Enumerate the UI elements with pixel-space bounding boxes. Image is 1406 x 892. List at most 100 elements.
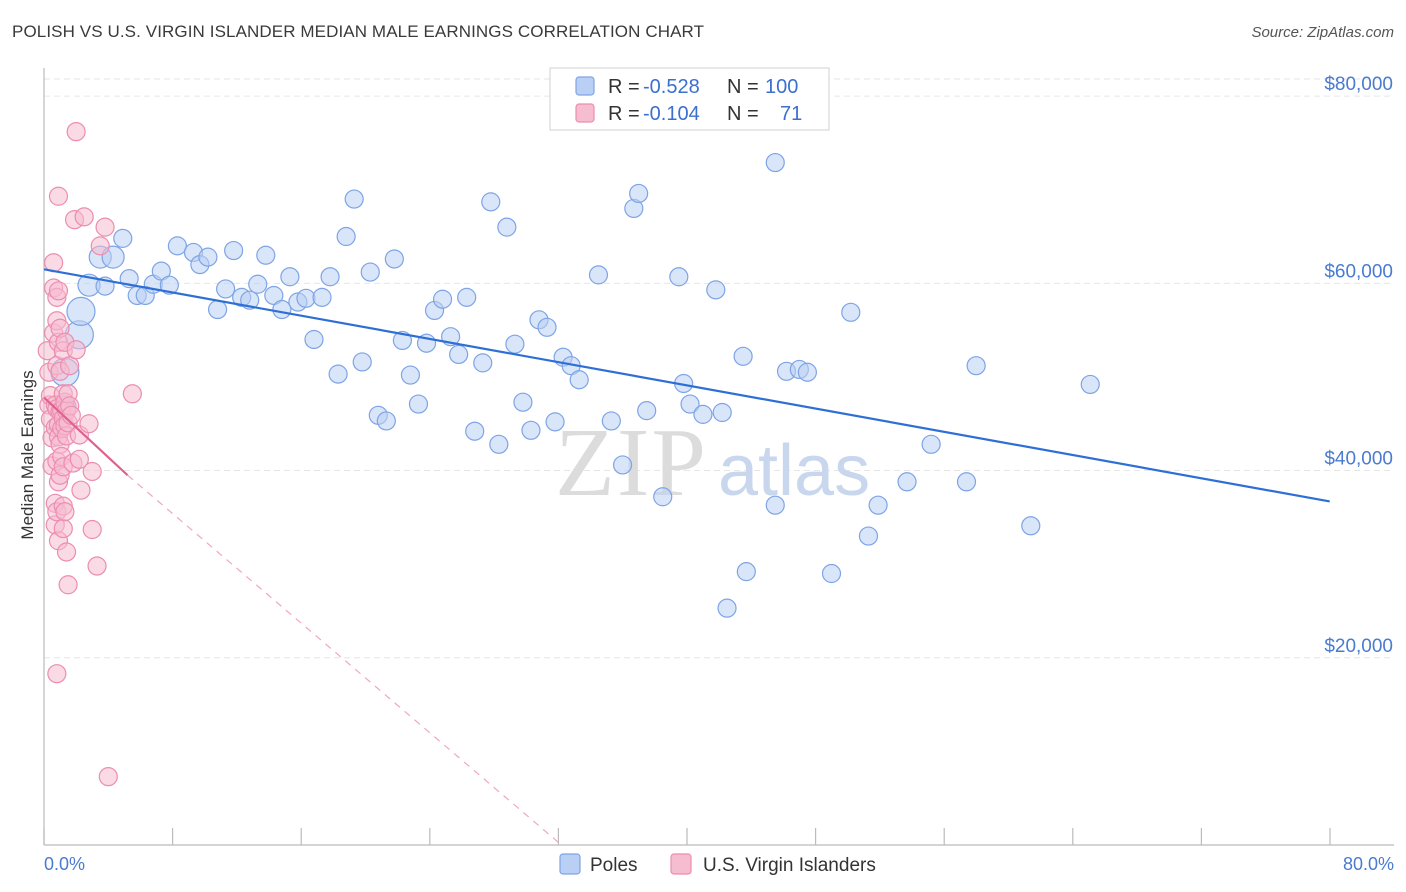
virgin-islanders-point-63 xyxy=(79,414,99,434)
poles-point-42 xyxy=(392,330,412,351)
poles-point-67 xyxy=(612,455,633,475)
poles-point-88 xyxy=(858,526,879,546)
poles-point-36 xyxy=(344,189,364,209)
poles-point-24 xyxy=(248,274,268,294)
virgin-islanders-point-52 xyxy=(60,356,80,376)
poles-point-32 xyxy=(312,287,332,307)
chart-source: Source: ZipAtlas.com xyxy=(1251,24,1394,41)
legend-r-value-virgin-islanders: -0.104 xyxy=(643,103,700,125)
virgin-islanders-point-61 xyxy=(71,480,91,500)
poles-point-52 xyxy=(473,353,493,373)
virgin-islanders-point-21 xyxy=(48,186,69,206)
chart-title: POLISH VS U.S. VIRGIN ISLANDER MEDIAN MA… xyxy=(12,22,705,41)
virgin-islanders-point-58 xyxy=(66,122,86,142)
correlation-legend: R = -0.528 N = 100 R = -0.104 N = 71 xyxy=(549,67,830,131)
legend-n-value-poles: 100 xyxy=(765,76,798,98)
poles-point-54 xyxy=(489,434,509,454)
bottom-legend-label-virgin-islanders: U.S. Virgin Islanders xyxy=(703,855,876,876)
poles-point-27 xyxy=(272,299,292,320)
poles-point-49 xyxy=(449,344,469,365)
virgin-islanders-point-65 xyxy=(87,556,107,576)
legend-n-label-1: N = xyxy=(727,76,759,98)
poles-point-51 xyxy=(465,421,485,441)
poles-point-15 xyxy=(167,236,187,256)
trend-lines xyxy=(43,268,1330,846)
x-tick-label-left: 0.0% xyxy=(44,854,85,874)
poles-point-38 xyxy=(360,262,380,282)
poles-point-87 xyxy=(841,302,861,322)
poles-point-93 xyxy=(966,356,986,376)
virgin-islanders-points xyxy=(37,122,142,787)
poles-point-64 xyxy=(569,370,589,390)
poles-point-65 xyxy=(588,265,609,285)
poles-points xyxy=(50,152,1100,618)
virgin-islanders-point-51 xyxy=(58,575,78,595)
y-tick-label-2: $60,000 xyxy=(1324,261,1393,282)
poles-point-61 xyxy=(545,412,565,432)
poles-trend-line xyxy=(43,268,1330,503)
poles-point-28 xyxy=(280,267,300,287)
poles-point-40 xyxy=(376,411,396,431)
legend-n-value-virgin-islanders: 71 xyxy=(780,103,802,125)
poles-point-74 xyxy=(680,394,700,414)
poles-point-81 xyxy=(765,495,785,515)
legend-swatch-poles xyxy=(575,76,595,96)
poles-point-82 xyxy=(765,152,785,173)
legend-r-label-2: R = xyxy=(608,103,640,125)
poles-point-86 xyxy=(821,563,842,584)
poles-point-41 xyxy=(384,249,404,269)
poles-point-90 xyxy=(897,472,917,492)
poles-point-44 xyxy=(408,394,429,414)
poles-point-33 xyxy=(320,267,340,287)
bottom-legend-label-poles: Poles xyxy=(590,855,638,876)
legend-r-label-1: R = xyxy=(608,76,640,98)
poles-point-37 xyxy=(352,352,372,372)
poles-point-71 xyxy=(653,487,673,507)
poles-point-69 xyxy=(629,183,649,204)
poles-point-57 xyxy=(513,392,533,412)
virgin-islanders-point-66 xyxy=(90,236,110,256)
poles-point-95 xyxy=(1080,374,1100,395)
y-tick-label-1: $40,000 xyxy=(1324,449,1393,470)
poles-point-80 xyxy=(736,562,756,582)
poles-point-21 xyxy=(224,240,244,261)
virgin-islanders-point-67 xyxy=(95,217,115,237)
watermark-atlas: atlas xyxy=(718,431,870,511)
virgin-islanders-point-64 xyxy=(82,461,102,482)
virgin-islanders-point-70 xyxy=(122,384,142,404)
poles-point-85 xyxy=(797,362,817,382)
virgin-islanders-point-60 xyxy=(69,449,89,469)
poles-point-50 xyxy=(457,287,477,307)
poles-point-30 xyxy=(296,288,316,308)
x-tick-label-right: 80.0% xyxy=(1343,854,1394,874)
poles-point-92 xyxy=(956,472,977,492)
poles-point-25 xyxy=(256,245,276,265)
virgin-islanders-point-41 xyxy=(53,518,73,539)
poles-point-89 xyxy=(868,495,888,515)
virgin-islanders-point-57 xyxy=(66,340,86,360)
poles-point-19 xyxy=(207,299,228,320)
poles-point-8 xyxy=(113,228,133,248)
legend-swatch-virgin-islanders xyxy=(575,103,595,123)
bottom-legend-swatch-virgin-islanders xyxy=(670,853,692,875)
virgin-islanders-point-22 xyxy=(48,281,69,301)
virgin-islanders-trend-line xyxy=(43,396,129,477)
virgin-islanders-point-48 xyxy=(56,542,77,562)
bottom-legend-swatch-poles xyxy=(559,853,581,875)
y-tick-label-0: $20,000 xyxy=(1324,636,1393,657)
poles-point-75 xyxy=(693,404,713,424)
x-axis-ticks xyxy=(43,828,1331,845)
virgin-islanders-point-20 xyxy=(47,664,67,684)
poles-point-79 xyxy=(733,346,753,366)
virgin-islanders-point-68 xyxy=(82,519,102,540)
poles-point-56 xyxy=(505,334,525,354)
poles-point-76 xyxy=(706,280,726,300)
poles-point-47 xyxy=(432,289,453,309)
poles-point-20 xyxy=(216,279,236,299)
poles-point-18 xyxy=(198,247,218,267)
poles-point-70 xyxy=(637,401,657,421)
virgin-islanders-point-62 xyxy=(74,207,94,227)
poles-point-35 xyxy=(336,226,356,247)
poles-point-58 xyxy=(521,420,541,440)
poles-point-14 xyxy=(159,275,179,295)
